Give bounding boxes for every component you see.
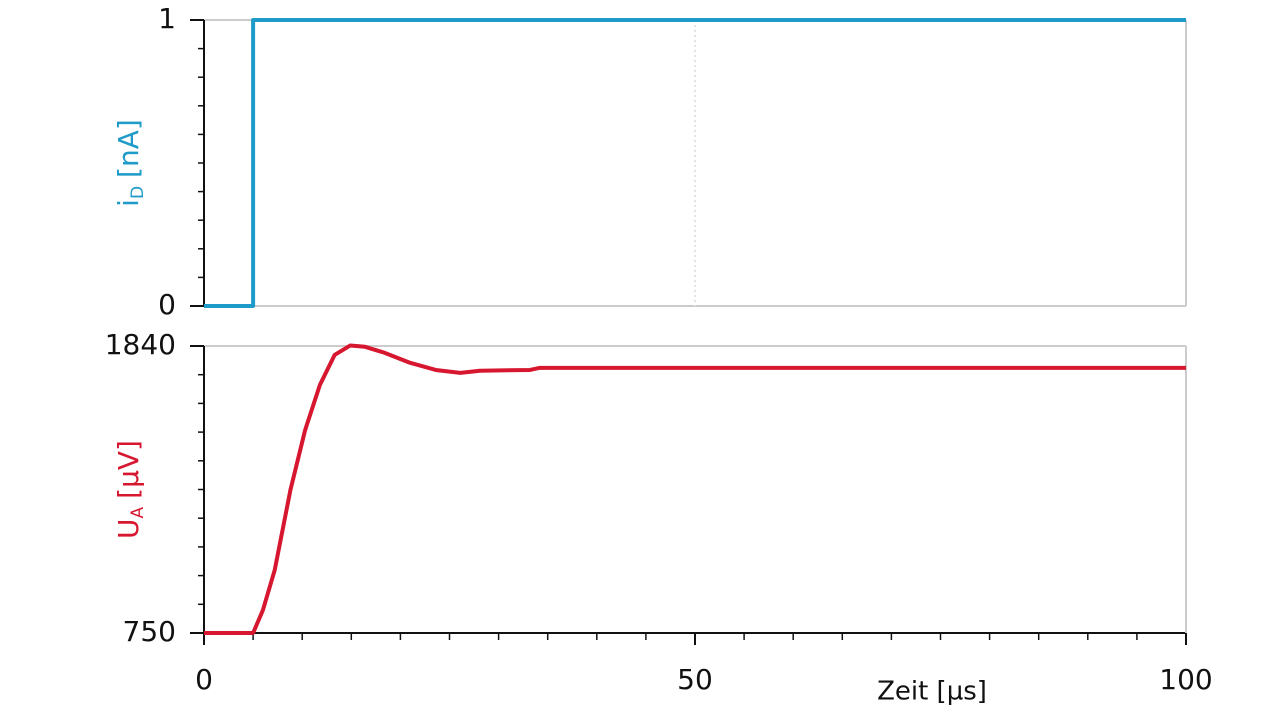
- y-label-symbol: U: [112, 518, 145, 539]
- y-label-subscript: A: [128, 506, 148, 518]
- y-label-subscript: D: [128, 186, 148, 199]
- y-tick-label: 1: [158, 2, 176, 35]
- series-line: [204, 18, 1186, 308]
- y-label-unit: [µV]: [112, 440, 145, 499]
- y-label-symbol: i: [112, 199, 145, 207]
- y-axis-label: UA [µV]: [112, 440, 148, 539]
- y-label-unit: [nA]: [112, 119, 145, 178]
- y-tick-label: 0: [158, 288, 176, 321]
- x-tick-label: 0: [195, 663, 213, 696]
- series-line: [204, 343, 1186, 635]
- y-tick-label: 1840: [105, 328, 176, 361]
- x-tick-label: 100: [1159, 663, 1212, 696]
- y-tick-label: 750: [123, 615, 176, 648]
- y-axis-label: iD [nA]: [112, 119, 148, 207]
- x-axis-label: Zeit [µs]: [877, 677, 987, 707]
- x-tick-label: 50: [677, 663, 713, 696]
